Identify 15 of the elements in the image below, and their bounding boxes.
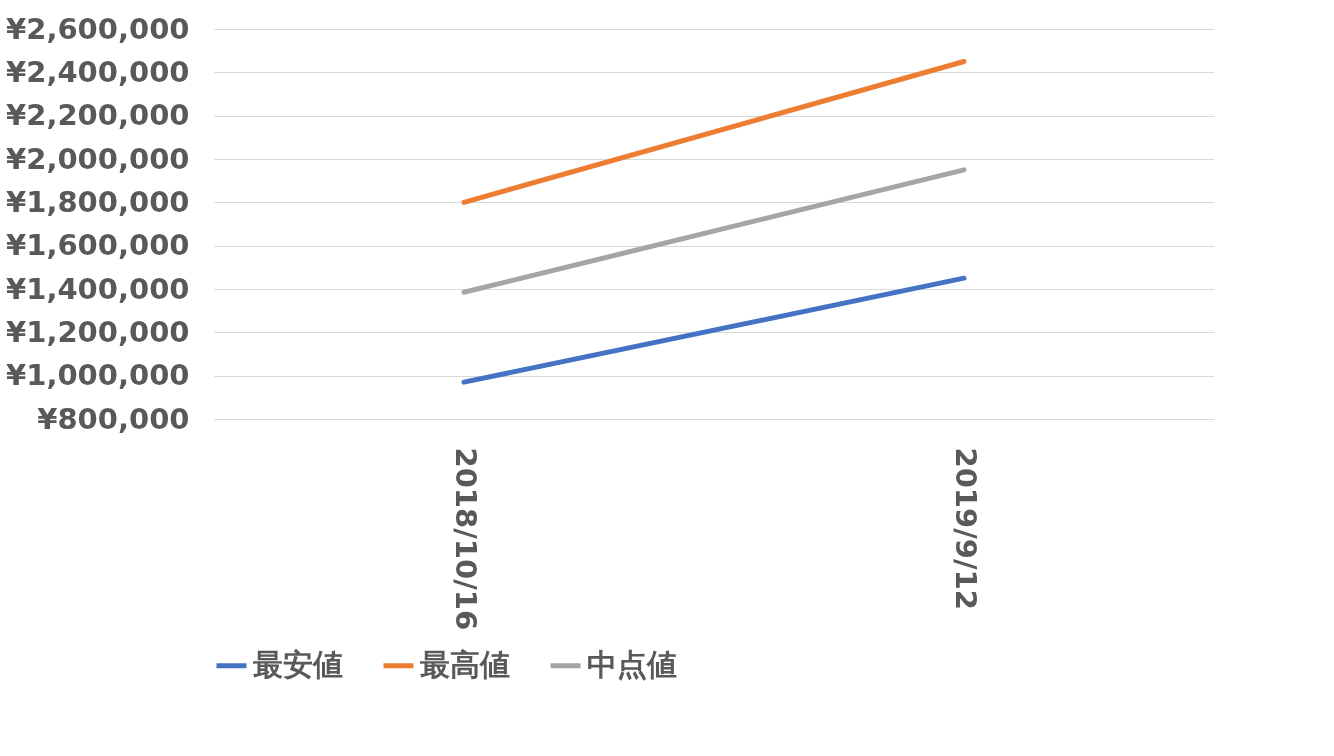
y-tick-label: ¥2,200,000 [6,98,190,133]
legend-label: 最安値 [253,646,343,682]
x-tick-label: 2018/10/16 [448,447,483,631]
legend-label: 中点値 [587,646,677,682]
y-tick-label: ¥1,000,000 [6,358,190,393]
y-tick-label: ¥1,800,000 [6,184,190,219]
y-tick-label: ¥800,000 [37,401,190,436]
y-tick-label: ¥2,000,000 [6,141,190,176]
y-tick-label: ¥1,600,000 [6,228,190,263]
x-tick-label: 2019/9/12 [948,447,983,610]
legend-label: 最高値 [420,646,510,682]
y-tick-label: ¥2,600,000 [6,11,190,46]
y-tick-label: ¥1,400,000 [6,271,190,306]
y-tick-label: ¥2,400,000 [6,54,190,89]
y-tick-label: ¥1,200,000 [6,314,190,349]
